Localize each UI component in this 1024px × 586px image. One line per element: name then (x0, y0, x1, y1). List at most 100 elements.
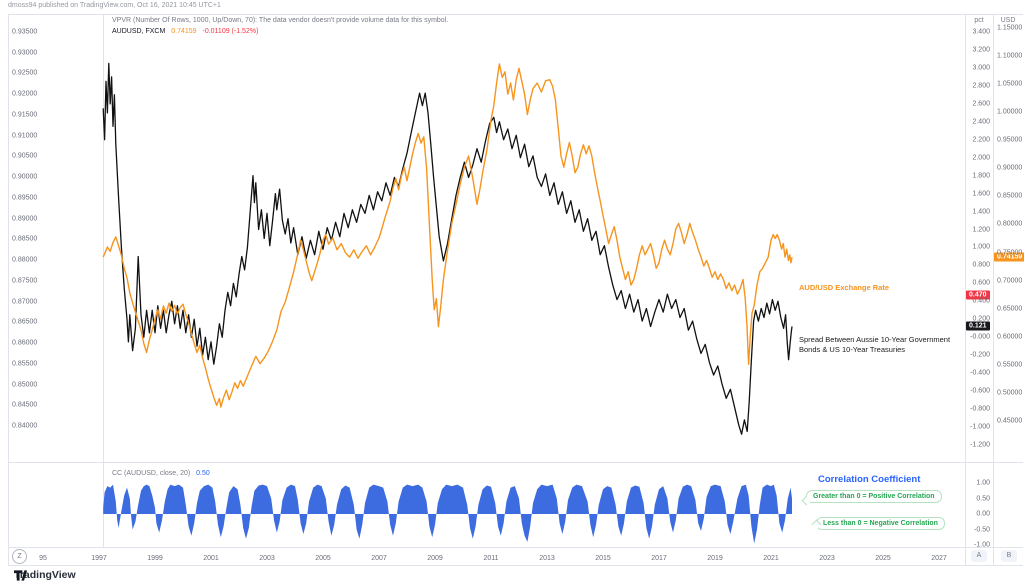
left-axis-tick: 0.92500 (12, 69, 38, 77)
pct-scale-border[interactable] (965, 14, 966, 565)
usd-scale-header: USD (1000, 17, 1016, 24)
usd-axis-tick: 1.15000 (997, 24, 1023, 32)
pane-divider (8, 462, 1023, 463)
time-axis-tick: 95 (39, 555, 47, 562)
spread-line (102, 62, 793, 435)
cc-axis-tick: 1.00 (976, 479, 990, 487)
pct-axis-tick: 0.600 (972, 279, 990, 287)
left-axis-tick: 0.88500 (12, 235, 38, 243)
left-axis-tick: 0.87000 (12, 298, 38, 306)
left-axis-tick: 0.85500 (12, 360, 38, 368)
left-scale-border[interactable] (103, 14, 104, 547)
time-axis-tick: 2027 (931, 555, 947, 562)
cc-axis-tick: 0.00 (976, 510, 990, 518)
time-axis-tick: 2007 (371, 555, 387, 562)
usd-axis-tick: 0.70000 (997, 277, 1023, 285)
left-axis-tick: 0.93000 (12, 49, 38, 57)
pct-axis-tick: 1.400 (972, 208, 990, 216)
cc-title-annotation[interactable]: Correlation Coefficient (818, 474, 921, 485)
pct-axis-tick: 2.200 (972, 136, 990, 144)
left-axis-tick: 0.93500 (12, 28, 38, 36)
time-axis-tick: 1999 (147, 555, 163, 562)
published-header: dmoss94 published on TradingView.com, Oc… (8, 2, 221, 9)
time-axis-tick: 2023 (819, 555, 835, 562)
audusd-series-label[interactable]: AUD/USD Exchange Rate (799, 283, 890, 292)
audusd-price-badge: 0.74159 (994, 252, 1024, 262)
pct-axis-tick: 1.200 (972, 226, 990, 234)
spread-price-badge: 0.121 (966, 321, 990, 331)
usd-axis-tick: 1.00000 (997, 108, 1023, 116)
time-axis-tick: 2019 (707, 555, 723, 562)
usd-scale-border[interactable] (993, 14, 994, 565)
negative-correlation-callout[interactable]: Less than 0 = Negative Correlation (816, 517, 945, 530)
cc-axis-tick: -1.00 (974, 541, 990, 549)
left-axis-tick: 0.88000 (12, 256, 38, 264)
pct-axis-tick: 1.800 (972, 172, 990, 180)
left-axis-tick: 0.87500 (12, 277, 38, 285)
pct-axis-tick: -0.800 (970, 405, 990, 413)
time-axis-bottom-border (8, 565, 1023, 566)
time-axis-tick: 2013 (539, 555, 555, 562)
usd-axis-tick: 0.60000 (997, 333, 1023, 341)
usd-axis-tick: 0.85000 (997, 192, 1023, 200)
pct-scale-header: pct (974, 17, 984, 24)
left-axis-tick: 0.92000 (12, 90, 38, 98)
symbol-name: AUDUSD, FXCM (112, 28, 166, 35)
left-axis-tick: 0.90000 (12, 173, 38, 181)
tradingview-footer[interactable]: TradingView (14, 569, 76, 581)
usd-axis-tick: 0.80000 (997, 220, 1023, 228)
usd-axis-tick: 1.05000 (997, 80, 1023, 88)
left-axis-tick: 0.91500 (12, 111, 38, 119)
pct-axis-tick: 0.200 (972, 315, 990, 323)
usd-axis-tick: 0.45000 (997, 417, 1023, 425)
left-axis-tick: 0.91000 (12, 132, 38, 140)
usd-axis-tick: 0.90000 (997, 164, 1023, 172)
left-axis-tick: 0.89500 (12, 194, 38, 202)
spread-series-label-line1: Spread Between Aussie 10-Year Government (799, 335, 951, 344)
left-axis-tick: 0.86500 (12, 318, 38, 326)
cc-indicator-legend[interactable]: CC (AUDUSD, close, 20) 0.50 (112, 470, 210, 477)
usd-axis-tick: 0.65000 (997, 305, 1023, 313)
time-axis-top-border (8, 547, 1023, 548)
timezone-button[interactable]: Z (12, 549, 27, 564)
pct-axis-tick: 3.400 (972, 28, 990, 36)
tradingview-brand-text: TradingView (14, 569, 76, 581)
auto-scale-button[interactable]: A (971, 550, 987, 562)
left-axis-tick: 0.90500 (12, 152, 38, 160)
symbol-legend[interactable]: AUDUSD, FXCM 0.74159 -0.01109 (-1.52%) (112, 28, 258, 35)
usd-axis-tick: 0.95000 (997, 136, 1023, 144)
pct-axis-tick: 2.000 (972, 154, 990, 162)
left-axis-tick: 0.89000 (12, 215, 38, 223)
indicator-legend[interactable]: VPVR (Number Of Rows, 1000, Up/Down, 70)… (112, 17, 449, 24)
audusd-line (102, 63, 793, 408)
pct-axis-tick: -1.200 (970, 441, 990, 449)
time-axis-tick: 2009 (427, 555, 443, 562)
usd-axis-tick: 0.55000 (997, 361, 1023, 369)
pct-axis-tick: 0.800 (972, 261, 990, 269)
left-axis-tick: 0.86000 (12, 339, 38, 347)
time-axis-tick: 2003 (259, 555, 275, 562)
spread-series-label[interactable]: Spread Between Aussie 10-Year Government… (799, 335, 950, 355)
pct-axis-tick: 2.400 (972, 118, 990, 126)
symbol-price: 0.74159 (171, 28, 197, 35)
time-axis-tick: 1997 (91, 555, 107, 562)
secondary-scale-button[interactable]: B (1001, 550, 1017, 562)
left-axis-tick: 0.84000 (12, 422, 38, 430)
time-axis-tick: 2001 (203, 555, 219, 562)
pct-axis-tick: 2.800 (972, 82, 990, 90)
time-axis-tick: 2011 (483, 555, 499, 562)
cc-axis-tick: -0.50 (974, 526, 990, 533)
left-axis-tick: 0.85000 (12, 381, 38, 389)
correlation-area (103, 484, 792, 544)
pct-axis-tick: -0.400 (970, 369, 990, 377)
pct-axis-tick: -0.200 (970, 351, 990, 359)
positive-correlation-callout[interactable]: Greater than 0 = Positive Correlation (806, 490, 942, 503)
pct-axis-tick: 1.600 (972, 190, 990, 198)
chart-left-border (8, 14, 9, 565)
time-axis-tick: 2005 (315, 555, 331, 562)
left-axis-tick: 0.84500 (12, 401, 38, 409)
usd-axis-tick: 0.75000 (997, 249, 1023, 257)
usd-axis-tick: 0.50000 (997, 389, 1023, 397)
red-price-badge: 0.470 (966, 290, 990, 300)
